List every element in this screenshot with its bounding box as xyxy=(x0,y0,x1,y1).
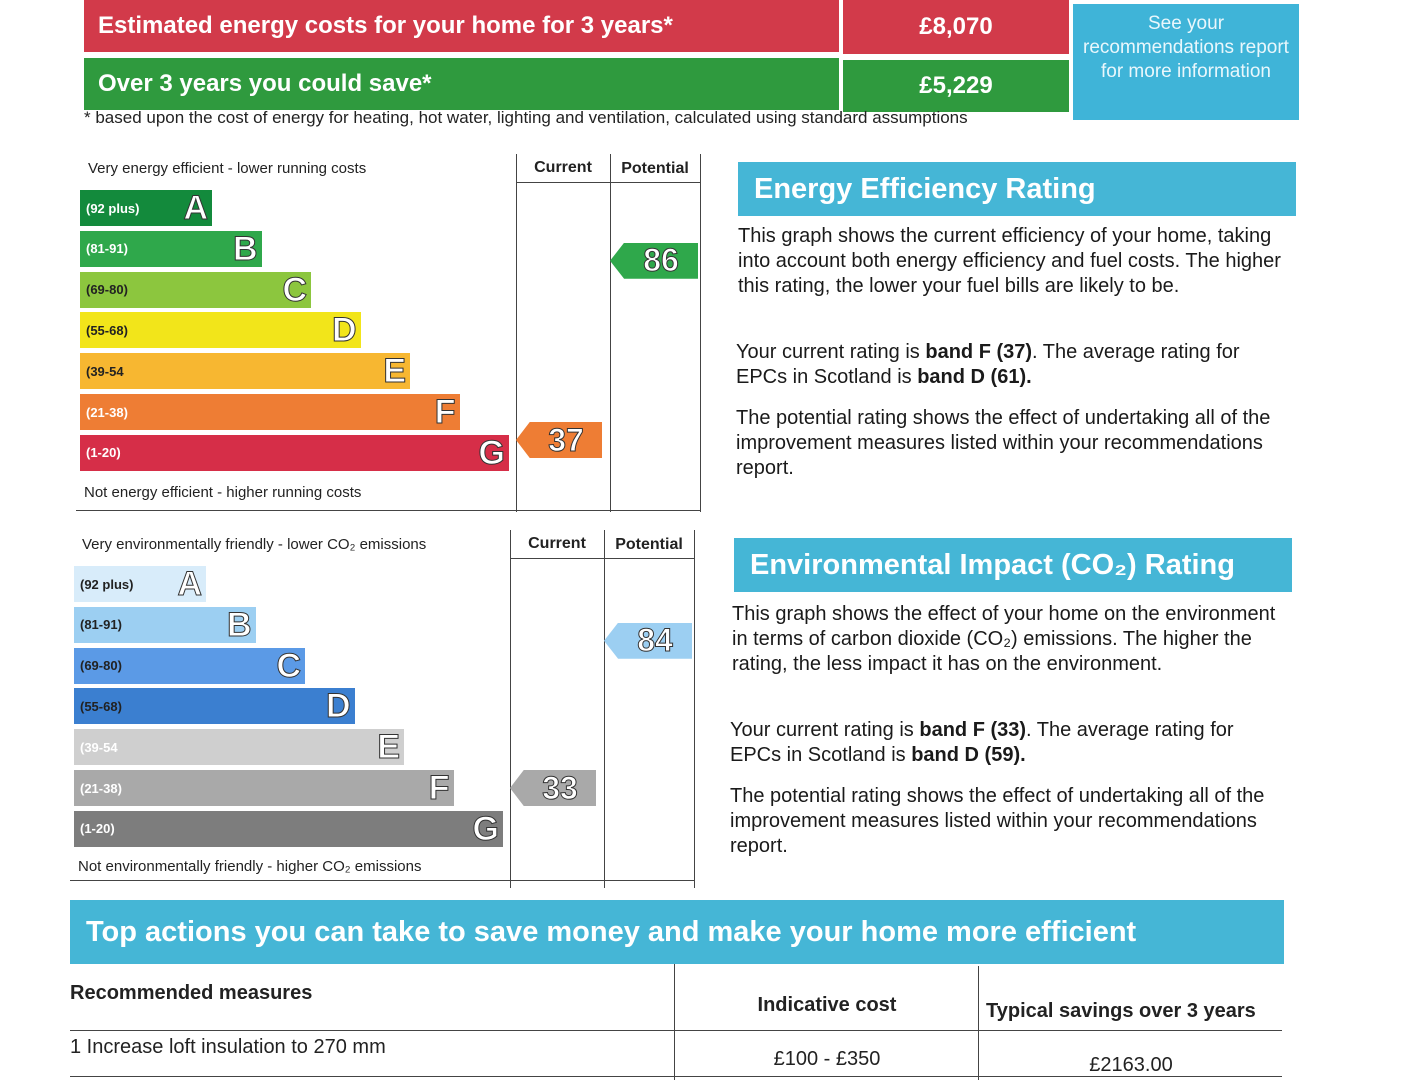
energy-band-range-a: (92 plus) xyxy=(86,200,140,216)
energy-band-a: (92 plus) A xyxy=(80,189,212,227)
env-bottom-rule xyxy=(70,880,694,881)
env-divider-3 xyxy=(694,530,695,888)
col-recommended-measures: Recommended measures xyxy=(70,982,313,1004)
env-band-d: (55-68) D xyxy=(74,687,355,726)
env-band-range-b: (81-91) xyxy=(80,617,122,633)
env-band-a: (92 plus) A xyxy=(74,565,206,603)
env-band-letter-f: F xyxy=(428,769,450,807)
table-row-1-savings: £2163.00 xyxy=(1089,1054,1173,1076)
eir-para-3: The potential rating shows the effect of… xyxy=(730,785,1265,857)
env-band-g: (1-20) G xyxy=(74,809,503,848)
env-band-c: (69-80) C xyxy=(74,646,305,685)
table-row-1-cost: £100 - £350 xyxy=(773,1048,881,1070)
energy-potential-rating: 86 xyxy=(610,242,698,279)
energy-potential-value: 86 xyxy=(643,242,680,279)
env-bottom-caption: Not environmentally friendly - higher CO… xyxy=(78,858,422,875)
eir-para-2: Your current rating is band F (33). The … xyxy=(730,719,1234,766)
energy-band-range-e: (39-54 xyxy=(86,363,124,379)
energy-band-b: (81-91) B xyxy=(80,229,262,268)
table-row-1-measure: 1 Increase loft insulation to 270 mm xyxy=(70,1036,386,1058)
eir-title: Environmental Impact (CO₂) Rating xyxy=(734,538,1292,592)
energy-bottom-rule xyxy=(76,510,700,511)
table-row-rule xyxy=(70,1076,1282,1077)
energy-band-letter-g: G xyxy=(478,433,505,472)
env-current-value: 33 xyxy=(542,769,579,806)
env-band-range-c: (69-80) xyxy=(80,658,122,674)
env-divider-2 xyxy=(604,530,605,888)
energy-top-caption: Very energy efficient - lower running co… xyxy=(88,160,367,177)
env-divider-1 xyxy=(510,530,511,888)
env-band-range-g: (1-20) xyxy=(80,821,115,837)
env-header-rule xyxy=(510,558,694,559)
energy-band-range-d: (55-68) xyxy=(86,322,128,338)
energy-band-range-c: (69-80) xyxy=(86,282,128,298)
energy-band-letter-c: C xyxy=(282,270,308,309)
energy-band-letter-d: D xyxy=(331,311,357,350)
env-potential-rating: 84 xyxy=(604,622,692,659)
table-divider-2 xyxy=(978,966,979,1080)
energy-band-range-g: (1-20) xyxy=(86,445,121,461)
env-band-range-a: (92 plus) xyxy=(80,576,134,592)
energy-efficiency-chart: Very energy efficient - lower running co… xyxy=(76,154,702,514)
env-bands: (92 plus) A (81-91) B (69-80) C (55-68) D (39-54… xyxy=(74,566,510,856)
env-band-letter-e: E xyxy=(377,728,401,767)
env-band-f: (21-38) F xyxy=(74,769,454,807)
table-divider-1 xyxy=(674,964,675,1080)
energy-band-letter-a: A xyxy=(183,189,209,227)
col-indicative-cost: Indicative cost xyxy=(757,994,897,1016)
energy-col-potential: Potential xyxy=(621,160,689,177)
actions-title: Top actions you can take to save money a… xyxy=(70,900,1284,964)
env-band-letter-g: G xyxy=(472,809,499,848)
eer-para-2: Your current rating is band F (37). The … xyxy=(736,341,1240,388)
env-band-range-d: (55-68) xyxy=(80,698,122,714)
env-band-letter-b: B xyxy=(226,605,252,644)
energy-col-current: Current xyxy=(534,159,592,176)
energy-band-letter-e: E xyxy=(383,352,407,391)
table-header-rule xyxy=(70,1030,1282,1031)
energy-band-range-b: (81-91) xyxy=(86,241,128,257)
cost-footnote: * based upon the cost of energy for heat… xyxy=(84,108,968,127)
cost-3yr-label: Estimated energy costs for your home for… xyxy=(84,0,839,52)
energy-band-f: (21-38) F xyxy=(80,393,460,431)
col-typical-savings: Typical savings over 3 years xyxy=(986,1000,1256,1022)
energy-divider-1 xyxy=(516,154,517,512)
energy-bottom-caption: Not energy efficient - higher running co… xyxy=(84,484,362,501)
save-3yr-value: £5,229 xyxy=(843,60,1069,112)
eer-para-3: The potential rating shows the effect of… xyxy=(736,407,1271,479)
energy-band-letter-b: B xyxy=(232,229,258,268)
env-band-b: (81-91) B xyxy=(74,605,256,644)
env-top-caption: Very environmentally friendly - lower CO… xyxy=(82,536,427,553)
energy-band-e: (39-54 E xyxy=(80,352,410,391)
environmental-impact-chart: Very environmentally friendly - lower CO… xyxy=(70,530,696,890)
eir-para-1: This graph shows the effect of your home… xyxy=(732,603,1276,675)
energy-current-rating: 37 xyxy=(516,422,602,458)
energy-divider-3 xyxy=(700,154,701,512)
env-band-letter-a: A xyxy=(177,565,203,603)
energy-header-rule xyxy=(516,182,700,183)
env-band-range-e: (39-54 xyxy=(80,739,118,755)
env-current-rating: 33 xyxy=(510,770,596,806)
env-band-e: (39-54 E xyxy=(74,728,404,767)
env-col-potential: Potential xyxy=(615,536,683,553)
energy-band-d: (55-68) D xyxy=(80,311,361,350)
env-potential-value: 84 xyxy=(637,622,674,659)
energy-band-letter-f: F xyxy=(434,393,456,431)
eer-title: Energy Efficiency Rating xyxy=(738,162,1296,216)
cost-3yr-value: £8,070 xyxy=(843,0,1069,54)
eer-para-1: This graph shows the current efficiency … xyxy=(738,225,1281,297)
energy-bands: (92 plus) A (81-91) B (69-80) C (55-68) D (39-54… xyxy=(80,190,516,480)
energy-band-c: (69-80) C xyxy=(80,270,311,309)
save-3yr-label: Over 3 years you could save* xyxy=(84,58,839,110)
energy-band-range-f: (21-38) xyxy=(86,404,128,420)
env-band-letter-d: D xyxy=(325,687,351,726)
energy-band-g: (1-20) G xyxy=(80,433,509,472)
see-report-box[interactable]: See your recommendations report for more… xyxy=(1073,4,1299,120)
energy-current-value: 37 xyxy=(548,421,585,458)
energy-divider-2 xyxy=(610,154,611,512)
env-band-letter-c: C xyxy=(276,646,302,685)
env-band-range-f: (21-38) xyxy=(80,780,122,796)
env-col-current: Current xyxy=(528,535,586,552)
